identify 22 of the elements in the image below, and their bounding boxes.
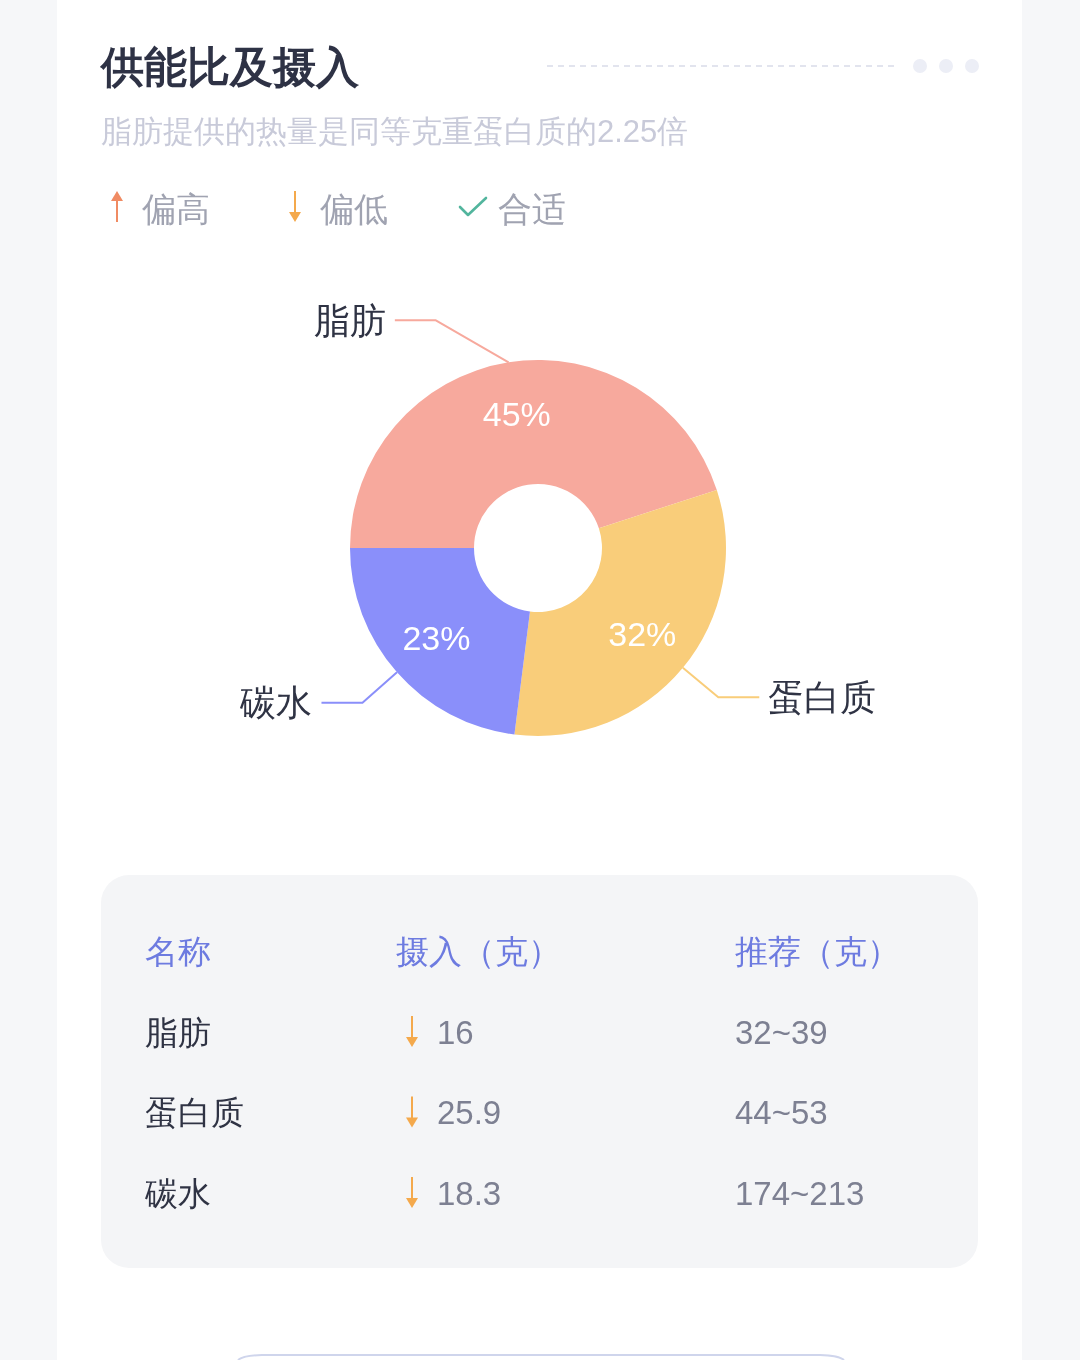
category-label: 蛋白质 xyxy=(768,676,877,718)
recommended: 44~53 xyxy=(735,1094,828,1131)
category-label: 碳水 xyxy=(240,682,313,724)
row-label: 蛋白质 xyxy=(145,1094,244,1131)
row-label: 脂肪 xyxy=(145,1013,211,1051)
legend-label: 合适 xyxy=(498,190,566,228)
data-label: 23% xyxy=(402,618,471,657)
category-label: 脂肪 xyxy=(313,299,386,341)
recommended: 32~39 xyxy=(735,1013,828,1051)
table-header: 推荐（克） xyxy=(735,932,900,970)
value: 25.9 xyxy=(437,1094,502,1131)
title: 供能比及摄入 xyxy=(101,43,359,91)
row-label: 碳水 xyxy=(145,1174,211,1212)
table-header: 摄入（克） xyxy=(396,932,561,970)
value: 16 xyxy=(437,1013,474,1051)
data-label: 45% xyxy=(482,395,551,434)
value: 18.3 xyxy=(437,1174,502,1212)
legend-label: 偏高 xyxy=(142,190,210,228)
table-header: 名称 xyxy=(145,932,211,970)
data-label: 32% xyxy=(608,615,677,654)
legend-label: 偏低 xyxy=(320,190,388,228)
recommended: 174~213 xyxy=(735,1174,865,1212)
